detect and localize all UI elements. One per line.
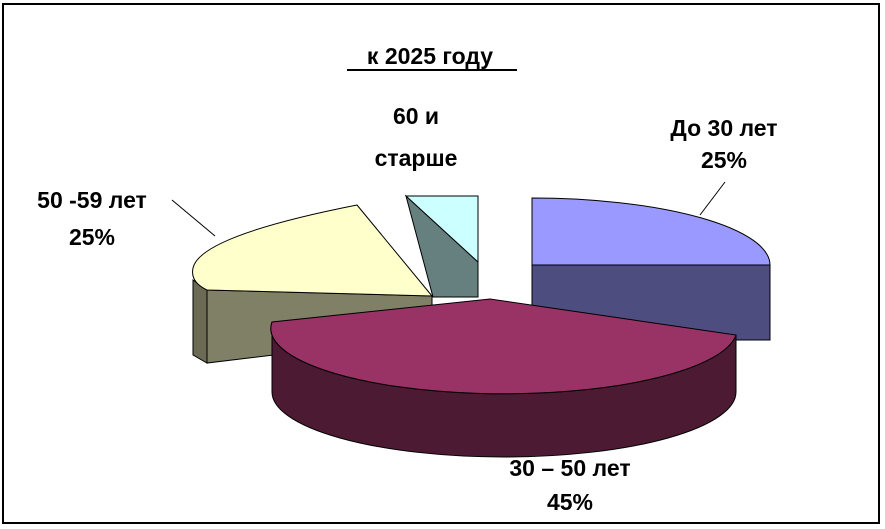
label-60-plus-line1: 60 и — [393, 103, 439, 129]
chart-title: к 2025 году — [367, 43, 493, 69]
slice-60-plus — [404, 194, 479, 298]
slice-60-plus-top — [404, 195, 479, 264]
label-30-50-name: 30 – 50 лет — [509, 455, 630, 481]
leader-line-do-30 — [699, 181, 726, 216]
leader-line-50-59 — [171, 199, 216, 237]
slice-30-50 — [270, 298, 737, 458]
label-60-plus-line2: старше — [375, 145, 458, 171]
label-30-50-value: 45% — [547, 489, 593, 515]
label-do-30-value: 25% — [701, 147, 747, 173]
slice-do-30-top — [531, 197, 771, 266]
slice-50-59-side-left — [192, 279, 208, 364]
label-50-59-name: 50 -59 лет — [37, 187, 147, 213]
label-50-59-value: 25% — [69, 224, 115, 250]
label-do-30-name: До 30 лет — [670, 115, 777, 141]
slice-50-59-top — [192, 204, 434, 297]
slice-30-50-top — [270, 298, 737, 395]
